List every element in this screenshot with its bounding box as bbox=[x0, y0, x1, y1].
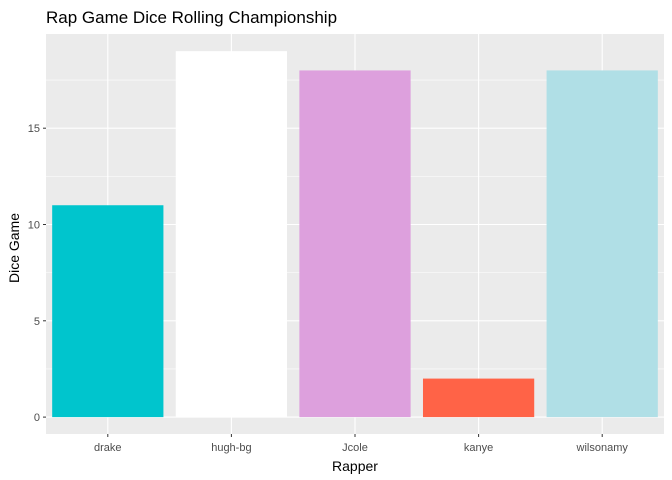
chart-title: Rap Game Dice Rolling Championship bbox=[46, 8, 337, 27]
y-tick-label: 15 bbox=[28, 123, 40, 135]
x-tick-label: wilsonamy bbox=[576, 442, 629, 454]
bar bbox=[299, 70, 411, 418]
y-tick-label: 0 bbox=[34, 412, 40, 424]
bar bbox=[52, 205, 164, 418]
y-tick-label: 5 bbox=[34, 316, 40, 328]
x-axis-title: Rapper bbox=[332, 458, 378, 474]
y-axis: 0 5 10 15 bbox=[28, 123, 46, 424]
y-axis-title: Dice Game bbox=[6, 213, 22, 283]
bar bbox=[175, 51, 288, 418]
x-tick-label: kanye bbox=[464, 442, 493, 454]
y-tick-label: 10 bbox=[28, 220, 40, 232]
bars bbox=[52, 51, 658, 418]
x-tick-label: hugh-bg bbox=[211, 442, 251, 454]
bar bbox=[422, 378, 535, 418]
x-axis: drake hugh-bg Jcole kanye wilsonamy bbox=[94, 434, 628, 454]
x-tick-label: Jcole bbox=[342, 442, 368, 454]
x-tick-label: drake bbox=[94, 442, 122, 454]
bar bbox=[546, 70, 658, 418]
